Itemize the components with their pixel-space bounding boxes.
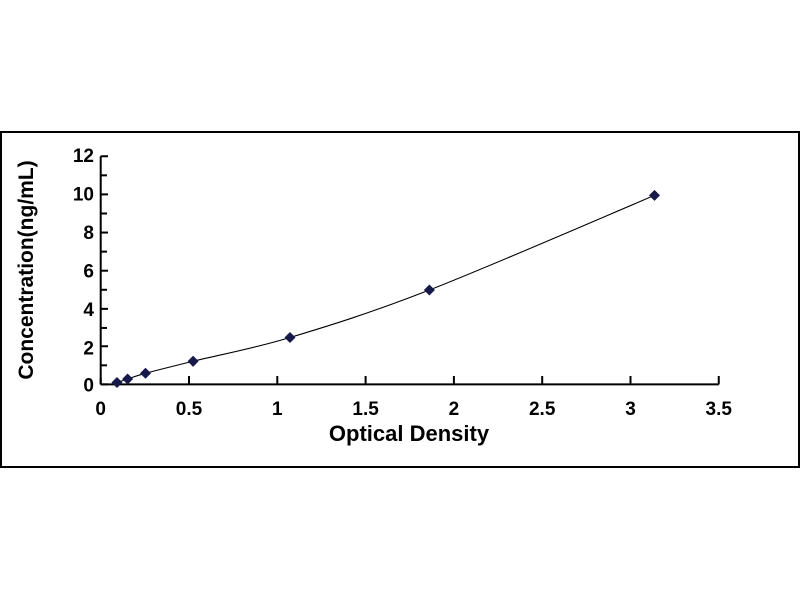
- svg-text:Optical Density: Optical Density: [329, 421, 490, 446]
- svg-text:0: 0: [83, 375, 94, 396]
- svg-text:10: 10: [73, 185, 94, 206]
- svg-text:1: 1: [272, 399, 283, 420]
- svg-text:2: 2: [449, 399, 460, 420]
- svg-text:Concentration(ng/mL): Concentration(ng/mL): [15, 160, 38, 379]
- svg-text:1.5: 1.5: [352, 399, 379, 420]
- svg-text:12: 12: [73, 146, 94, 167]
- svg-text:6: 6: [83, 262, 94, 283]
- svg-text:0.5: 0.5: [176, 399, 203, 420]
- svg-text:3: 3: [625, 399, 636, 420]
- svg-text:2.5: 2.5: [529, 399, 556, 420]
- svg-text:4: 4: [83, 300, 94, 321]
- svg-text:8: 8: [83, 223, 94, 244]
- svg-text:0: 0: [95, 399, 106, 420]
- svg-text:2: 2: [83, 338, 94, 359]
- svg-text:3.5: 3.5: [706, 399, 733, 420]
